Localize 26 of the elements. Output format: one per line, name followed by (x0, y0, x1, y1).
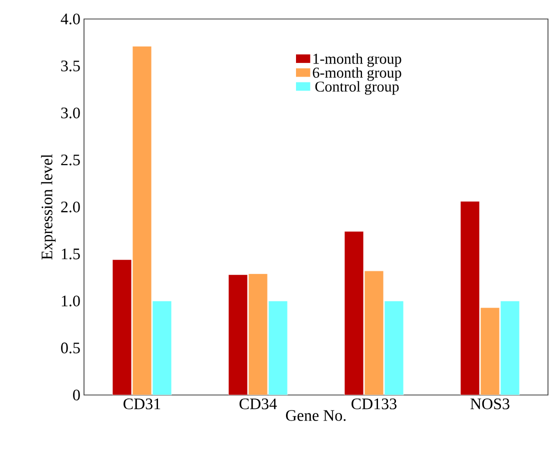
bar (112, 259, 132, 395)
y-tick-label: 3.0 (61, 108, 80, 118)
legend-label: 1-month group (314, 53, 402, 67)
legend-label: Control group (315, 81, 399, 95)
y-tick-label: 1.0 (62, 296, 80, 306)
y-tick-label: 3.5 (61, 60, 80, 72)
legend-label: 6-month group (312, 67, 402, 81)
bar (344, 231, 364, 395)
bar (248, 274, 268, 395)
y-tick-label: 2.5 (61, 154, 80, 166)
y-tick-label: 0.5 (61, 342, 80, 354)
y-axis-title: Expression level (41, 154, 56, 260)
bar (480, 307, 500, 395)
y-tick-label: 4.0 (60, 14, 80, 24)
bar (460, 201, 480, 395)
bar (228, 274, 248, 395)
x-tick-label: NOS3 (470, 398, 510, 410)
y-tick-label: 0 (73, 390, 80, 400)
y-tick-label: 1.5 (62, 248, 80, 260)
x-tick-label: CD34 (240, 398, 277, 410)
x-tick-label: CD31 (124, 398, 160, 410)
x-tick-label: CD133 (352, 398, 396, 410)
bar (132, 46, 152, 395)
y-tick-label: 2.0 (61, 202, 80, 212)
bar (364, 270, 384, 395)
x-axis-title: Gene No. (286, 410, 346, 421)
